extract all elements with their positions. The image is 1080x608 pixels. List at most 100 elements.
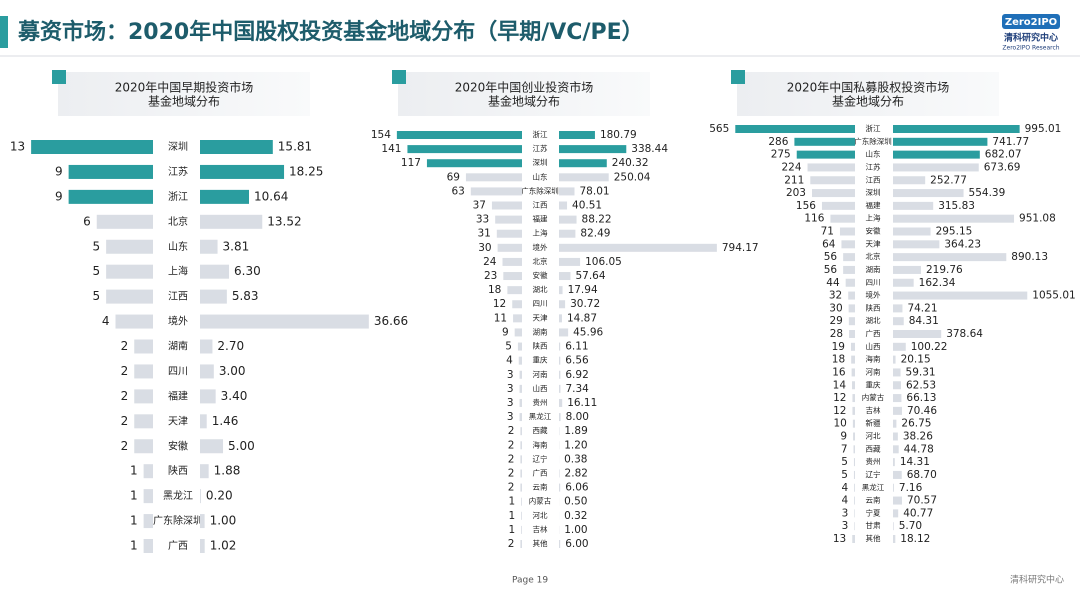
count-bar [143,539,153,553]
amount-label: 1.89 [564,425,587,437]
count-bar [853,445,855,454]
amount-bar [559,286,563,295]
region-label: 福建 [533,214,548,224]
amount-label: 5.83 [232,289,259,303]
count-label: 2 [121,414,129,428]
amount-label: 6.30 [234,264,261,278]
amount-bar [893,355,896,364]
count-bar [854,509,855,518]
amount-bar [200,239,218,254]
amount-label: 36.66 [374,314,408,328]
region-label: 湖北 [533,285,548,294]
amount-label: 10.64 [254,189,288,203]
region-label: 云南 [533,482,548,492]
amount-label: 14.87 [567,312,597,324]
region-label: 甘肃 [866,520,881,530]
region-label: 黑龙江 [529,411,552,421]
region-label: 山东 [533,171,548,181]
count-label: 2 [121,364,129,378]
region-label: 深圳 [168,141,188,153]
amount-label: 82.49 [580,228,610,240]
amount-label: 38.26 [903,431,933,443]
amount-bar [893,470,902,479]
count-bar [503,272,522,281]
amount-bar [559,342,561,351]
count-label: 2 [508,453,515,465]
count-bar [852,394,855,403]
count-bar [811,189,855,198]
amount-label: 15.81 [278,140,312,154]
amount-bar [893,265,921,274]
amount-bar [559,469,560,478]
count-label: 18 [488,284,501,296]
amount-label: 0.38 [564,453,587,465]
count-label: 5 [92,264,100,278]
region-label: 北京 [533,256,548,266]
count-bar [519,398,522,407]
count-label: 31 [477,228,490,240]
count-bar [807,163,855,172]
amount-bar [200,514,205,529]
region-label: 深圳 [533,157,548,167]
amount-bar [893,406,902,415]
amount-bar [893,253,1007,262]
amount-bar [200,314,369,329]
amount-label: 315.83 [938,200,975,212]
region-label: 上海 [533,228,548,238]
amount-label: 5.70 [899,520,922,532]
amount-label: 1055.01 [1032,290,1075,302]
amount-bar [893,522,894,531]
region-label: 安徽 [533,270,548,280]
count-bar [407,145,522,154]
count-label: 56 [824,264,838,276]
count-bar [68,164,153,179]
region-label: 陕西 [168,464,188,477]
amount-label: 2.70 [217,339,244,353]
count-label: 2 [121,439,129,453]
count-label: 71 [821,226,834,238]
count-bar [848,291,855,300]
amount-label: 7.16 [899,482,923,494]
amount-label: 1.00 [564,524,587,536]
amount-label: 62.53 [906,379,936,391]
amount-label: 5.00 [228,439,255,453]
amount-bar [893,381,901,390]
count-bar [850,342,855,351]
region-label: 吉林 [866,405,881,415]
amount-label: 240.32 [612,157,649,169]
region-label: 海南 [533,439,548,449]
amount-bar [893,201,934,210]
count-label: 5 [841,469,848,481]
count-bar [426,159,522,168]
count-bar [143,489,153,504]
count-bar [68,189,153,204]
region-label: 广西 [168,540,188,552]
count-bar [470,187,522,196]
amount-label: 17.94 [568,284,598,296]
amount-bar [200,164,285,179]
count-label: 13 [10,140,25,154]
count-label: 2 [121,339,129,353]
count-label: 28 [830,328,843,340]
chart-title-box [398,72,650,116]
region-label: 山东 [168,240,188,253]
amount-label: 951.08 [1019,213,1056,225]
count-label: 1 [130,539,138,553]
count-bar [852,419,855,428]
amount-label: 40.77 [903,507,933,519]
count-bar [839,227,855,236]
amount-label: 106.05 [585,256,622,268]
chart-title: 2020年中国早期投资市场 [115,80,254,95]
count-bar [735,125,855,133]
count-label: 12 [833,405,846,417]
amount-bar [893,176,926,185]
region-label: 四川 [866,278,881,287]
amount-label: 1.00 [210,514,237,528]
count-label: 4 [102,314,110,328]
count-label: 1 [509,524,516,536]
count-label: 23 [484,270,497,282]
region-label: 重庆 [866,379,881,389]
count-label: 3 [507,369,514,381]
count-bar [513,314,522,323]
logo-en: Zero2IPO Research [1002,45,1059,52]
